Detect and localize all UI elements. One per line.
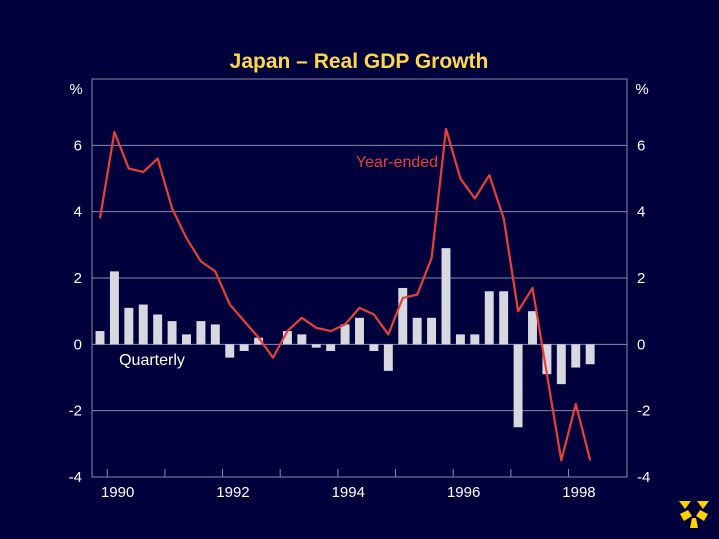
y-tick-label-right: -4 [637,469,650,486]
quarterly-bar [196,321,206,345]
quarterly-bars [95,248,595,428]
rba-logo-icon [679,501,709,528]
y-tick-label-right: 6 [637,137,645,154]
year-ended-label: Year-ended [356,154,438,171]
quarterly-bar [210,324,220,345]
year-ended-line [98,127,592,462]
quarterly-bar [369,344,379,351]
quarterly-label: Quarterly [119,352,185,369]
quarterly-bar [124,307,134,345]
quarterly-bar [225,344,235,358]
quarterly-bar [282,331,292,345]
y-tick-label-left: 0 [74,336,82,353]
y-tick-label-right: -2 [637,403,650,420]
y-tick-label-right: 4 [637,204,645,221]
axes [91,78,628,478]
quarterly-bar [297,334,307,345]
quarterly-bar [153,314,163,345]
quarterly-bar [571,344,581,368]
quarterly-bar [239,344,249,351]
x-tick-label: 1990 [101,484,134,501]
quarterly-bar [484,291,494,345]
y-tick-label-left: 2 [74,270,82,287]
quarterly-bar [254,337,264,345]
x-tick-label: 1996 [447,484,480,501]
quarterly-bar [528,311,537,345]
quarterly-bar [138,304,148,345]
quarterly-bar [311,344,321,348]
y-tick-label-left: 6 [74,137,82,154]
quarterly-bar [556,344,566,385]
quarterly-bar [470,334,480,345]
x-tick-label: 1994 [332,484,365,501]
right-unit-label: % [635,81,648,98]
quarterly-bar [412,317,422,345]
quarterly-bar [167,321,177,345]
quarterly-bar [326,344,336,351]
quarterly-bar [109,271,119,345]
quarterly-bar [499,291,509,345]
quarterly-bar [383,344,393,371]
x-tick-label: 1992 [216,484,249,501]
plot-frame [91,78,628,478]
tick-labels: -4 -4 -2 -2 0 0 2 2 4 4 6 6 1990 1992 1994 1996 1998 [69,137,651,501]
y-tick-label-right: 2 [637,270,645,287]
y-tick-label-right: 0 [637,336,645,353]
year-ended-line-layer [98,127,592,462]
y-tick-label-left: 4 [74,204,82,221]
gridlines [92,144,627,412]
quarterly-bar [340,324,350,345]
y-tick-label-left: -2 [69,403,82,420]
x-tick-label: 1998 [562,484,595,501]
quarterly-bar [542,344,552,375]
y-tick-label-left: -4 [69,469,82,486]
quarterly-bar [513,344,523,428]
chart-title: Japan – Real GDP Growth [230,50,489,73]
quarterly-bar [95,331,105,345]
quarterly-bar [455,334,465,345]
quarterly-bar [441,248,451,345]
quarterly-bar [427,317,437,345]
quarterly-bar [398,287,408,345]
quarterly-bar [355,317,364,345]
quarterly-bar [182,334,191,345]
quarterly-bar [585,344,595,365]
left-unit-label: % [69,81,82,98]
